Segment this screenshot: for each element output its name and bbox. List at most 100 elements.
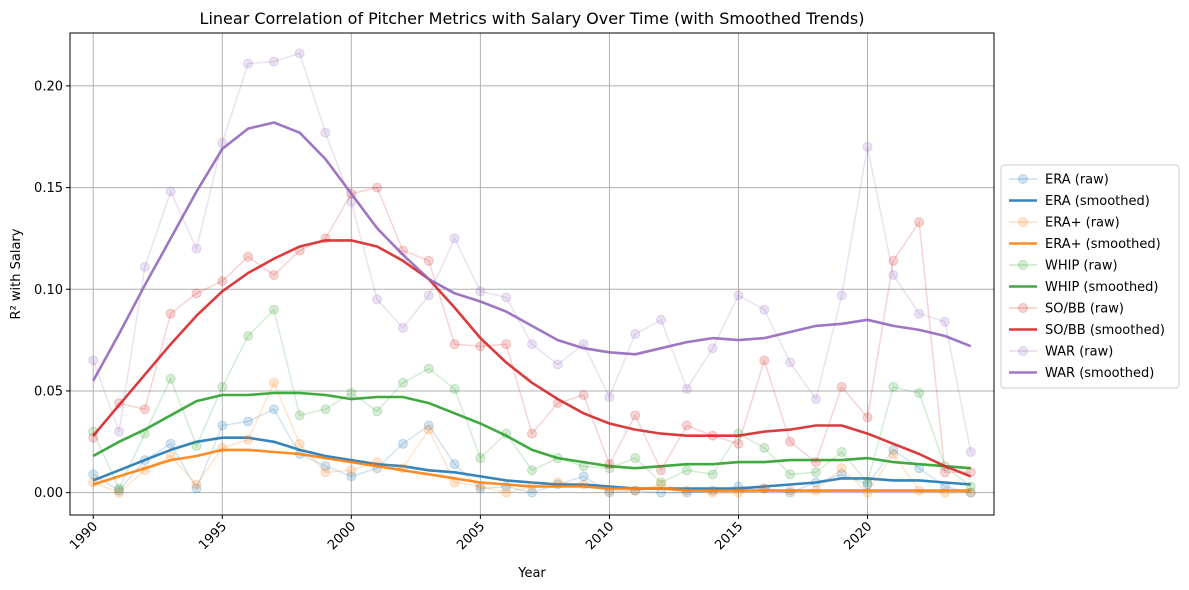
data-point [268, 270, 279, 281]
data-point [449, 459, 460, 470]
x-tick-label: 2020 [841, 519, 875, 553]
data-point [759, 442, 770, 453]
data-point [862, 412, 873, 423]
y-tick-label: 0.20 [34, 79, 63, 94]
data-point [372, 182, 383, 193]
data-point [733, 290, 744, 301]
data-point [733, 438, 744, 449]
data-point [397, 377, 408, 388]
data-point [475, 453, 486, 464]
smoothed-line [92, 448, 971, 492]
data-point [268, 404, 279, 415]
x-tick-label: 1990 [67, 519, 101, 553]
data-point [604, 459, 615, 470]
data-point [888, 444, 899, 455]
data-point [552, 359, 563, 370]
legend-item: SO/BB (raw) [1009, 302, 1124, 317]
series-era-smoothed [92, 448, 971, 492]
data-point [785, 436, 796, 447]
y-tick-label: 0.10 [34, 283, 63, 298]
data-point [862, 141, 873, 152]
x-tick-label: 2015 [712, 519, 746, 553]
legend-label: WAR (raw) [1045, 345, 1113, 360]
legend-marker [1018, 217, 1028, 227]
data-point [217, 276, 228, 287]
data-point [268, 304, 279, 315]
legend: ERA (raw) ERA (smoothed) ERA+ (raw) ERA+ (s… [1000, 164, 1180, 389]
legend-item: WAR (raw) [1009, 345, 1113, 360]
grid [70, 33, 994, 515]
data-point [88, 432, 99, 443]
data-point [346, 471, 357, 482]
data-point [268, 377, 279, 388]
data-point [836, 463, 847, 474]
legend-item: ERA (smoothed) [1009, 194, 1150, 209]
data-point [527, 487, 537, 498]
smoothed-line [92, 391, 971, 470]
data-point [888, 270, 899, 281]
data-point [423, 420, 434, 431]
data-point [836, 446, 847, 457]
legend-marker [1018, 303, 1028, 313]
series-so-bb-smoothed [92, 239, 972, 478]
y-axis: 0.00 0.05 0.10 0.15 0.20 [34, 79, 70, 501]
legend-label: ERA (raw) [1045, 173, 1109, 188]
legend-label: ERA+ (smoothed) [1045, 237, 1161, 252]
data-point [217, 381, 228, 392]
data-point [501, 292, 512, 303]
legend-item: WHIP (raw) [1009, 259, 1118, 274]
legend-item: SO/BB (smoothed) [1009, 323, 1165, 338]
raw-line [92, 186, 971, 474]
data-point [578, 471, 589, 482]
series-war-raw [88, 48, 976, 457]
series-whip-raw [88, 304, 976, 494]
x-tick-label: 2010 [583, 519, 617, 553]
data-point [965, 481, 976, 492]
data-point [475, 341, 486, 352]
data-point [604, 392, 615, 403]
legend-item: WHIP (smoothed) [1009, 280, 1159, 295]
data-point [191, 440, 202, 451]
data-point [681, 420, 692, 431]
data-point [165, 373, 176, 384]
data-point [423, 424, 434, 435]
data-point [294, 48, 305, 59]
data-point [630, 328, 641, 339]
data-point [165, 186, 176, 197]
data-point [810, 394, 821, 405]
data-point [346, 387, 357, 398]
data-point [320, 127, 331, 138]
data-point [294, 438, 305, 449]
x-axis: 1990 1995 2000 2005 2010 2015 2020 [67, 515, 875, 553]
data-point [630, 453, 641, 464]
data-point [965, 446, 976, 457]
series-era-smoothed [92, 436, 971, 490]
data-point [243, 251, 254, 262]
legend-item: WAR (smoothed) [1009, 366, 1154, 381]
data-point [681, 465, 692, 476]
data-point [165, 308, 176, 319]
series-so-bb-raw [88, 182, 976, 478]
data-point [527, 428, 537, 439]
series-layer [88, 48, 976, 498]
data-point [656, 314, 667, 325]
data-point [810, 457, 821, 468]
data-point [320, 461, 331, 472]
data-point [165, 438, 176, 449]
data-point [139, 404, 150, 415]
data-point [475, 483, 486, 494]
data-point [707, 343, 718, 354]
legend-label: ERA (smoothed) [1045, 194, 1150, 209]
data-point [191, 483, 202, 494]
x-tick-label: 2005 [454, 519, 488, 553]
data-point [397, 438, 408, 449]
legend-marker [1018, 260, 1028, 270]
data-point [397, 322, 408, 333]
data-point [449, 339, 460, 350]
legend-label: WHIP (smoothed) [1045, 280, 1159, 295]
data-point [449, 383, 460, 394]
data-point [114, 426, 125, 437]
data-point [423, 363, 434, 374]
series-war-smoothed [92, 121, 972, 382]
